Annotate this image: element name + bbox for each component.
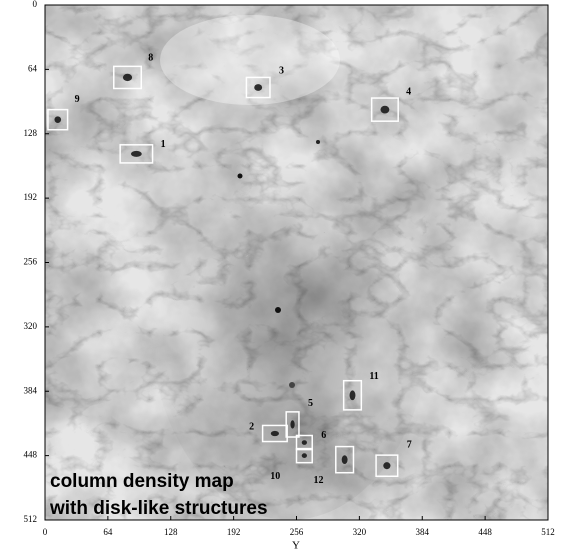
x-tick-label: 192 <box>227 527 241 537</box>
overlay-text: with disk-like structures <box>49 498 268 519</box>
box-label: 4 <box>406 86 411 97</box>
dense-core <box>131 151 142 157</box>
box-label: 11 <box>369 371 378 382</box>
y-tick-label: 64 <box>28 63 38 73</box>
dense-core <box>254 84 262 91</box>
y-tick-label: 192 <box>24 192 38 202</box>
x-axis-label: Y <box>292 540 300 552</box>
y-tick-label: 384 <box>24 385 38 395</box>
y-tick-label: 512 <box>24 514 38 524</box>
x-tick-label: 64 <box>103 527 113 537</box>
box-label: 2 <box>249 422 254 433</box>
dense-core <box>54 116 61 123</box>
box-label: 3 <box>279 66 284 77</box>
overlay-text: column density map <box>50 471 234 492</box>
y-tick-label: 0 <box>33 0 38 9</box>
dense-core <box>123 74 132 81</box>
box-label: 7 <box>407 439 412 450</box>
y-tick-label: 128 <box>24 128 38 138</box>
x-tick-label: 256 <box>290 527 304 537</box>
chart: column density map with disk-like struct… <box>0 0 563 552</box>
dense-core <box>350 390 356 400</box>
x-tick-label: 128 <box>164 527 178 537</box>
dense-core <box>380 106 389 114</box>
y-tick-label: 320 <box>24 321 38 331</box>
dense-core <box>342 455 348 464</box>
box-label: 1 <box>161 139 166 150</box>
dense-core <box>290 420 294 428</box>
box-label: 5 <box>308 398 313 409</box>
x-tick-label: 512 <box>541 527 555 537</box>
box-label: 12 <box>313 475 323 486</box>
box-label: 6 <box>321 430 326 441</box>
x-tick-label: 320 <box>353 527 367 537</box>
dense-core <box>302 453 307 458</box>
box-label: 8 <box>148 53 153 64</box>
y-tick-label: 256 <box>24 257 38 267</box>
box-label: 9 <box>75 94 80 105</box>
box-label: 10 <box>270 471 280 482</box>
dense-core <box>383 462 390 469</box>
y-tick-label: 448 <box>24 450 38 460</box>
dense-core <box>302 440 307 445</box>
x-tick-label: 448 <box>478 527 492 537</box>
dense-core <box>271 431 279 436</box>
x-tick-label: 0 <box>43 527 48 537</box>
x-tick-label: 384 <box>416 527 430 537</box>
